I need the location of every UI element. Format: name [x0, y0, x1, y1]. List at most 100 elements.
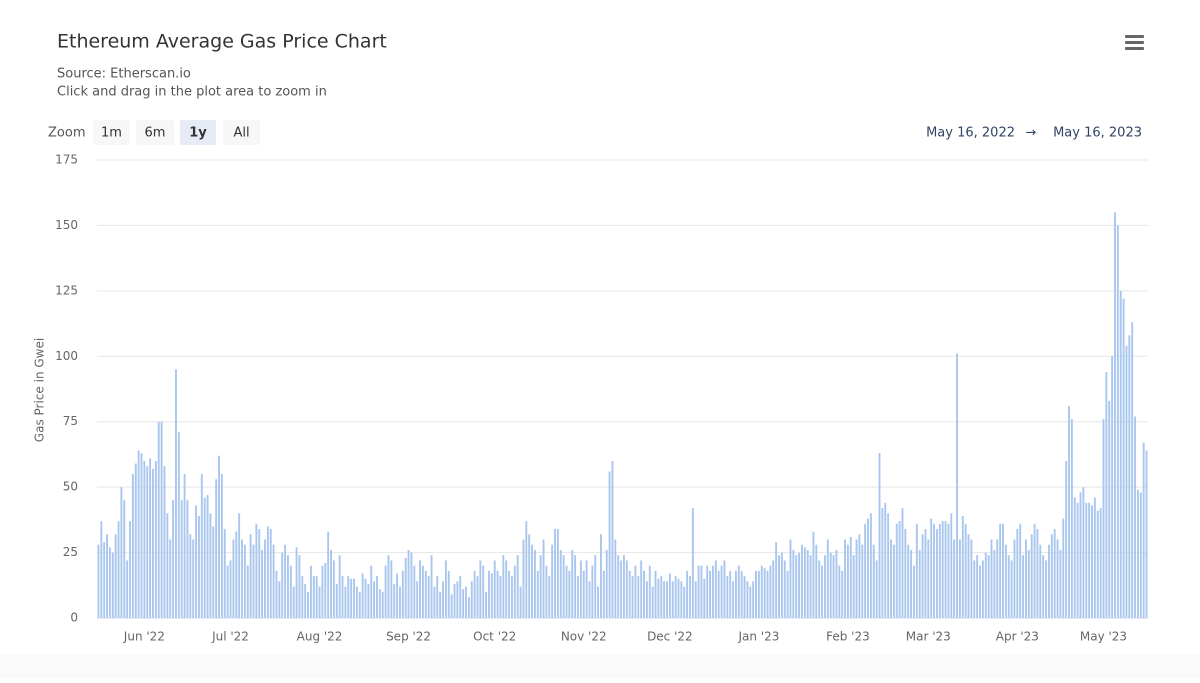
bar [183, 474, 186, 618]
bar [694, 581, 697, 618]
bar [1004, 544, 1007, 618]
bar [872, 544, 875, 618]
bar [462, 589, 465, 618]
bar [1108, 400, 1111, 618]
bar [691, 508, 694, 618]
bar [1134, 416, 1137, 618]
bar [218, 455, 220, 618]
bar [269, 529, 272, 618]
zoom-button[interactable] [136, 120, 174, 145]
bar [826, 539, 829, 618]
bar [600, 534, 602, 618]
zoom-label: Zoom [48, 126, 85, 141]
bar [373, 581, 376, 618]
bar [350, 578, 353, 618]
zoom-button[interactable] [93, 120, 130, 145]
range-from[interactable]: May 16, 2022 [926, 126, 1015, 141]
bar [884, 502, 887, 618]
bar [131, 474, 134, 618]
bar [582, 570, 585, 618]
bar [531, 544, 533, 618]
y-tick-label: 150 [55, 218, 78, 232]
bar [890, 539, 892, 618]
bar [361, 573, 364, 618]
bar [1125, 345, 1128, 618]
bar [1053, 529, 1056, 618]
bar [289, 565, 292, 618]
x-tick-label: May '23 [1080, 630, 1127, 644]
bar [663, 581, 666, 618]
bar [792, 549, 795, 618]
bar [444, 560, 447, 618]
bar [1065, 460, 1068, 618]
bar [720, 565, 723, 618]
bar [924, 529, 927, 618]
bar [252, 544, 255, 618]
bar [984, 552, 987, 618]
bar [318, 586, 321, 618]
bar [103, 542, 106, 618]
bar [229, 560, 232, 618]
bar [111, 552, 114, 618]
bar [852, 555, 855, 618]
bar [189, 534, 192, 618]
bar [470, 581, 473, 618]
bar [953, 539, 956, 618]
bar [1022, 555, 1025, 618]
bar [887, 513, 890, 618]
bar [1047, 544, 1050, 618]
bar [358, 591, 361, 618]
bar [298, 555, 301, 618]
menu-button[interactable] [1125, 35, 1144, 50]
bar [789, 539, 792, 618]
x-tick-label: Sep '22 [386, 630, 431, 644]
bar [1070, 419, 1073, 618]
bar [950, 513, 953, 618]
x-tick-label: Dec '22 [647, 630, 693, 644]
bar [493, 560, 496, 618]
zoom-button-label[interactable]: All [233, 126, 249, 141]
bar [901, 508, 904, 618]
zoom-button[interactable] [180, 120, 216, 145]
bar [892, 544, 895, 618]
bar [657, 578, 660, 618]
bar [1033, 523, 1036, 618]
bar [778, 555, 780, 618]
bar [818, 560, 821, 618]
bar [1085, 502, 1088, 618]
bar [591, 565, 594, 618]
bar [783, 560, 786, 618]
bar [979, 565, 981, 618]
bar [803, 547, 806, 618]
zoom-button-label[interactable]: 1m [101, 126, 122, 141]
bar [272, 544, 275, 618]
bar [729, 570, 732, 618]
x-tick-label: Mar '23 [906, 630, 951, 644]
bar [855, 539, 858, 618]
bar [602, 570, 605, 618]
bar [1122, 298, 1125, 618]
zoom-button-label[interactable]: 6m [145, 126, 166, 141]
bar [376, 576, 378, 618]
bar [645, 581, 648, 618]
bar [933, 523, 936, 618]
bar [508, 570, 511, 618]
bar [1099, 508, 1102, 618]
bar [961, 515, 964, 618]
bar [169, 539, 172, 618]
bar [390, 560, 393, 618]
menu-bar [1125, 35, 1144, 38]
range-to[interactable]: May 16, 2023 [1053, 126, 1142, 141]
bar [249, 534, 252, 618]
bar [832, 555, 835, 618]
bar [712, 565, 714, 618]
bar [1111, 356, 1114, 618]
bar [617, 555, 620, 618]
zoom-button[interactable] [223, 120, 260, 145]
bar [1142, 442, 1145, 618]
bar [967, 534, 970, 618]
bar [717, 570, 720, 618]
bar [410, 552, 413, 618]
zoom-button-label[interactable]: 1y [189, 126, 207, 141]
x-tick-label: Jul '22 [211, 630, 249, 644]
